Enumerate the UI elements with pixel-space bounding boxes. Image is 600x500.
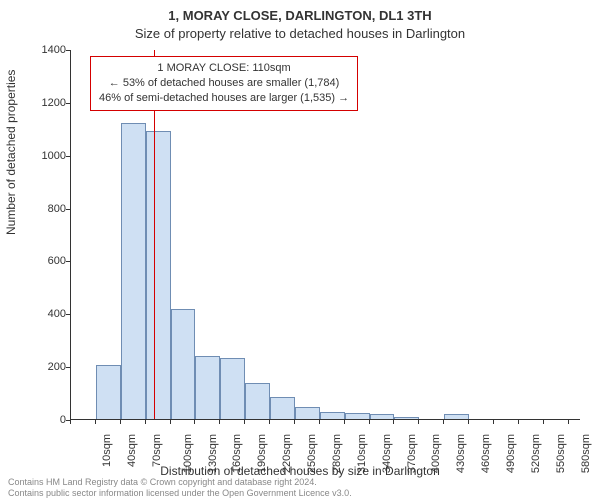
y-tick-mark xyxy=(66,261,70,262)
y-tick-mark xyxy=(66,103,70,104)
x-tick-mark xyxy=(344,420,345,424)
histogram-bar xyxy=(96,365,121,419)
x-tick-mark xyxy=(219,420,220,424)
y-tick-mark xyxy=(66,367,70,368)
x-tick-mark xyxy=(369,420,370,424)
histogram-bar xyxy=(444,414,469,419)
y-tick-mark xyxy=(66,314,70,315)
x-tick-mark xyxy=(418,420,419,424)
chart-container: 1, MORAY CLOSE, DARLINGTON, DL1 3TH Size… xyxy=(0,0,600,500)
footer-attribution: Contains HM Land Registry data © Crown c… xyxy=(8,477,352,498)
y-tick-label: 1000 xyxy=(26,150,66,162)
x-tick-mark xyxy=(294,420,295,424)
x-tick-mark xyxy=(70,420,71,424)
footer-line1: Contains HM Land Registry data © Crown c… xyxy=(8,477,352,487)
histogram-bar xyxy=(171,309,196,419)
x-tick-mark xyxy=(443,420,444,424)
histogram-bar xyxy=(245,383,270,419)
x-tick-mark xyxy=(269,420,270,424)
x-tick-mark xyxy=(393,420,394,424)
x-tick-mark xyxy=(568,420,569,424)
x-tick-mark xyxy=(319,420,320,424)
x-tick-mark xyxy=(194,420,195,424)
x-tick-mark xyxy=(95,420,96,424)
x-tick-mark xyxy=(145,420,146,424)
y-tick-label: 400 xyxy=(26,308,66,320)
footer-line2: Contains public sector information licen… xyxy=(8,488,352,498)
y-tick-label: 200 xyxy=(26,361,66,373)
x-tick-label: 10sqm xyxy=(101,434,113,467)
y-tick-mark xyxy=(66,156,70,157)
histogram-bar xyxy=(394,417,419,419)
y-tick-label: 600 xyxy=(26,255,66,267)
callout-line1: 1 MORAY CLOSE: 110sqm xyxy=(99,61,349,76)
y-tick-label: 800 xyxy=(26,203,66,215)
y-tick-mark xyxy=(66,50,70,51)
x-tick-mark xyxy=(468,420,469,424)
x-tick-label: 70sqm xyxy=(151,434,163,467)
y-axis-label: Number of detached properties xyxy=(4,70,18,235)
histogram-bar xyxy=(345,413,370,419)
y-tick-mark xyxy=(66,209,70,210)
histogram-bar xyxy=(370,414,395,419)
x-tick-mark xyxy=(120,420,121,424)
callout-box: 1 MORAY CLOSE: 110sqm ← 53% of detached … xyxy=(90,56,358,111)
y-tick-label: 1400 xyxy=(26,44,66,56)
x-tick-mark xyxy=(518,420,519,424)
x-tick-mark xyxy=(244,420,245,424)
callout-line2: ← 53% of detached houses are smaller (1,… xyxy=(99,76,349,91)
x-tick-mark xyxy=(543,420,544,424)
histogram-bar xyxy=(146,131,171,419)
histogram-bar xyxy=(295,407,320,419)
x-tick-mark xyxy=(493,420,494,424)
x-tick-label: 40sqm xyxy=(126,434,138,467)
histogram-bar xyxy=(320,412,345,419)
histogram-bar xyxy=(121,123,146,419)
y-tick-label: 0 xyxy=(26,414,66,426)
histogram-bar xyxy=(195,356,220,419)
page-subtitle: Size of property relative to detached ho… xyxy=(0,26,600,41)
x-axis-label: Distribution of detached houses by size … xyxy=(0,464,600,478)
callout-line3: 46% of semi-detached houses are larger (… xyxy=(99,91,349,106)
histogram-bar xyxy=(220,358,245,419)
y-tick-label: 1200 xyxy=(26,97,66,109)
x-tick-mark xyxy=(170,420,171,424)
histogram-bar xyxy=(270,397,295,419)
page-title: 1, MORAY CLOSE, DARLINGTON, DL1 3TH xyxy=(0,8,600,23)
